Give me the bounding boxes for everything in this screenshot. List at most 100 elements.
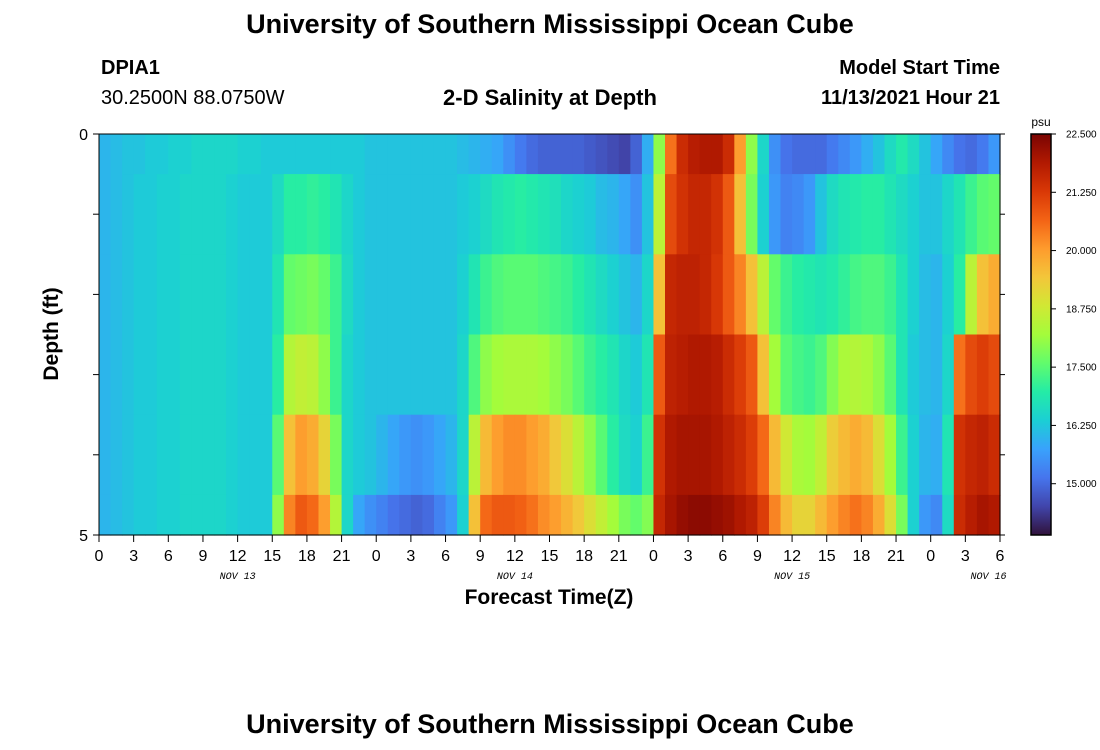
heatmap-cell [988, 334, 1001, 416]
heatmap-cell [99, 134, 112, 175]
heatmap-cell [884, 174, 897, 255]
heatmap-cell [780, 494, 793, 536]
x-tick-label: 9 [753, 548, 762, 565]
heatmap-cell [584, 174, 597, 255]
heatmap-cell [122, 134, 135, 175]
heatmap-cell [861, 174, 874, 255]
chart-subtitle: 2-D Salinity at Depth [443, 85, 657, 110]
heatmap-cell [907, 494, 920, 536]
heatmap-cell [572, 414, 585, 496]
heatmap-cell [792, 254, 805, 336]
heatmap-cell [249, 494, 262, 536]
heatmap-cell [780, 134, 793, 175]
heatmap-cell [607, 494, 620, 536]
heatmap-cell [688, 494, 701, 536]
heatmap-cell [665, 414, 678, 496]
heatmap-cell [318, 494, 331, 536]
heatmap-cell [549, 414, 562, 496]
heatmap-cell [722, 494, 735, 536]
heatmap-cell [803, 334, 816, 416]
heatmap-cell [607, 134, 620, 175]
heatmap-cell [930, 334, 943, 416]
heatmap-cell [399, 134, 412, 175]
heatmap-cell [653, 414, 666, 496]
heatmap-cell [156, 494, 169, 536]
heatmap-cell [872, 254, 886, 336]
heatmap-cell [110, 134, 123, 175]
heatmap-cell [561, 414, 574, 496]
heatmap-cell [803, 254, 816, 336]
x-tick-label: 9 [199, 548, 208, 565]
heatmap-cell [491, 254, 504, 336]
heatmap-cell [364, 254, 377, 336]
heatmap-cell [260, 174, 273, 255]
heatmap-cell [433, 254, 447, 336]
heatmap-cell [214, 494, 227, 536]
heatmap-cell [110, 174, 123, 255]
heatmap-cell [526, 334, 539, 416]
heatmap-cell [480, 494, 493, 536]
heatmap-cell [410, 254, 424, 336]
heatmap-cell [930, 254, 943, 336]
heatmap-cell [353, 414, 366, 496]
heatmap-cell [965, 494, 978, 536]
x-tick-label: 21 [610, 548, 628, 565]
heatmap-cell [584, 414, 597, 496]
heatmap-cell [803, 134, 816, 175]
heatmap-cell [988, 414, 1001, 496]
heatmap-cell [133, 414, 146, 496]
heatmap-cell [445, 174, 458, 255]
heatmap-cell [942, 334, 955, 416]
heatmap-cell [930, 174, 943, 255]
heatmap-cell [468, 174, 481, 255]
heatmap-cell [630, 334, 643, 416]
heatmap-cell [376, 254, 389, 336]
heatmap-cell [330, 174, 343, 255]
heatmap-cell [110, 494, 123, 536]
heatmap-cell [133, 134, 146, 175]
heatmap-cell [561, 334, 574, 416]
heatmap-cell [607, 174, 620, 255]
heatmap-cell [433, 494, 447, 536]
x-tick-label: 3 [129, 548, 138, 565]
heatmap-cell [341, 174, 354, 255]
heatmap-cell [826, 334, 839, 416]
heatmap-cell [214, 134, 227, 175]
heatmap-cell [861, 134, 874, 175]
heatmap-cell [376, 134, 389, 175]
heatmap-cell [353, 254, 366, 336]
heatmap-cell [341, 494, 354, 536]
heatmap-cell [572, 174, 585, 255]
heatmap-cell [99, 414, 112, 496]
heatmap-cell [399, 334, 412, 416]
heatmap-cell [595, 254, 608, 336]
heatmap-cell [399, 174, 412, 255]
heatmap-cell [838, 174, 851, 255]
heatmap-cell [595, 494, 608, 536]
heatmap-cell [110, 334, 123, 416]
heatmap-cell [584, 134, 597, 175]
heatmap-cell [491, 494, 504, 536]
heatmap-cell [468, 414, 481, 496]
heatmap-cell [237, 174, 250, 255]
colorbar-tick-label: 17.500 [1066, 363, 1097, 374]
heatmap-cell [711, 174, 724, 255]
heatmap-cell [699, 334, 712, 416]
heatmap-cell [861, 494, 874, 536]
heatmap-cell [214, 174, 227, 255]
heatmap-cell [260, 414, 273, 496]
heatmap-cell [653, 134, 666, 175]
heatmap-cell [595, 414, 608, 496]
heatmap-cell [849, 414, 862, 496]
heatmap-cell [202, 414, 216, 496]
heatmap-cell [445, 334, 458, 416]
heatmap-cell [861, 334, 874, 416]
heatmap-cell [665, 494, 678, 536]
heatmap-cell [503, 134, 516, 175]
heatmap-cell [711, 254, 724, 336]
heatmap-cell [364, 174, 377, 255]
heatmap-cell [399, 254, 412, 336]
heatmap-cell [214, 414, 227, 496]
heatmap-cell [295, 494, 308, 536]
heatmap-cell [838, 494, 851, 536]
